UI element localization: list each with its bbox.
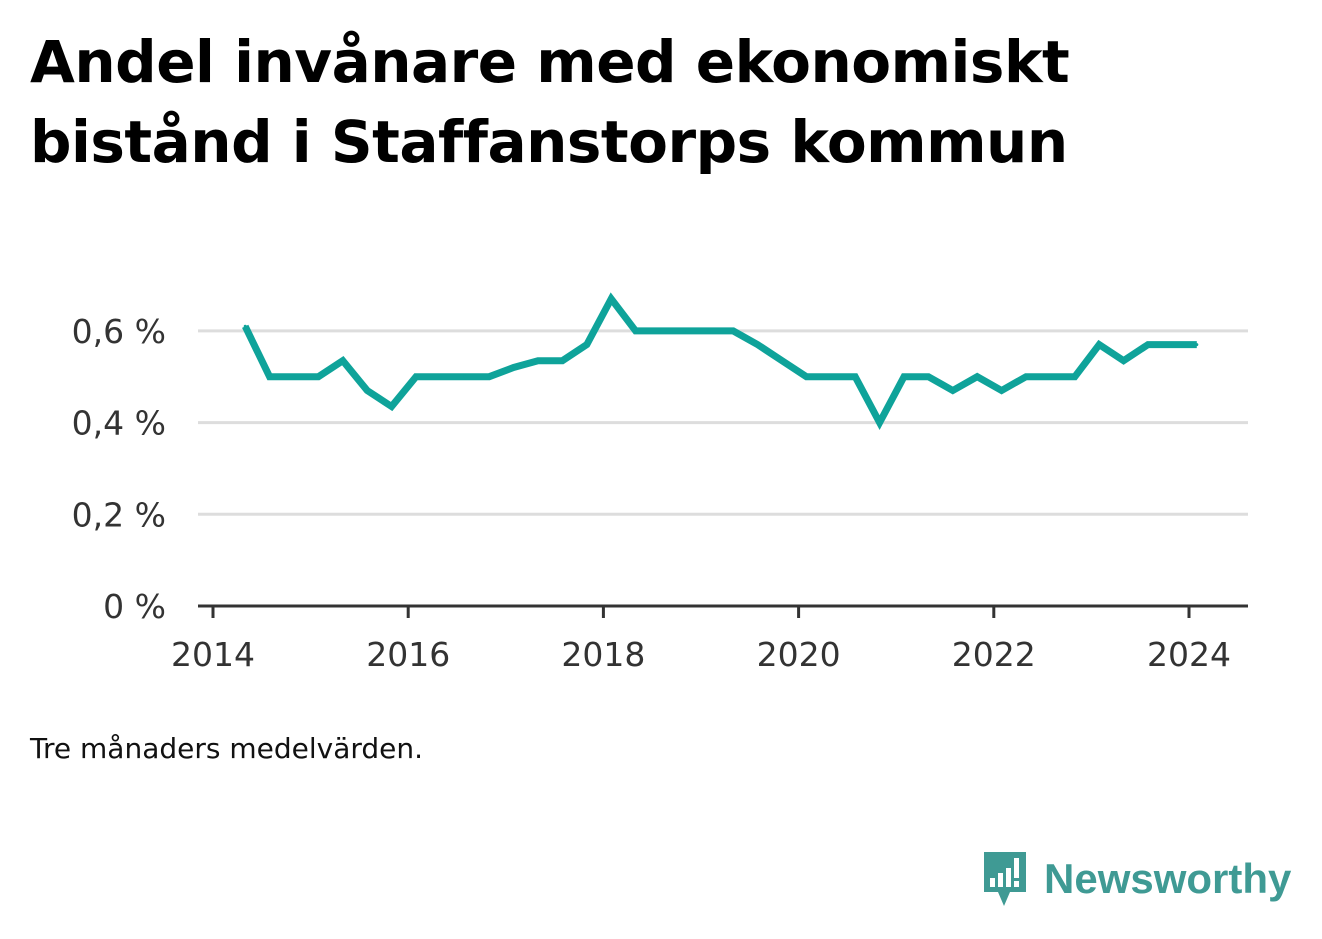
x-tick-label: 2020 [757,635,841,674]
data-point [365,388,369,392]
newsworthy-logo[interactable]: Newsworthy [980,846,1291,912]
data-point [1048,375,1052,379]
data-point [829,375,833,379]
data-point [951,388,955,392]
x-tick-label: 2018 [561,635,645,674]
data-point [609,297,613,301]
line-chart: 0 %0,2 %0,4 %0,6 % 2014 2016 2018 2020 2022 2… [72,292,1248,674]
newsworthy-logo-text: Newsworthy [1044,855,1292,902]
data-point [268,375,272,379]
data-point [341,359,345,363]
data-point [853,375,857,379]
data-point [1170,343,1174,347]
data-point [536,359,540,363]
data-point [634,329,638,333]
x-tick-label: 2024 [1147,635,1231,674]
series-group [242,292,1199,431]
data-point [682,329,686,333]
data-point [975,375,979,379]
data-point [878,421,882,425]
data-point [243,324,247,328]
x-tick-label: 2016 [366,635,450,674]
y-tick-label: 0,4 % [72,404,166,443]
y-axis: 0 % 0,2 % 0,4 % 0,6 % [72,312,166,626]
y-tick-label: 0,6 % [72,312,166,351]
y-tick-label: 0 % [103,587,166,626]
data-point [1073,375,1077,379]
data-point [1000,388,1004,392]
data-point [658,329,662,333]
data-point [414,375,418,379]
data-point [560,359,564,363]
data-point [707,329,711,333]
data-point [1122,359,1126,363]
data-point [1024,375,1028,379]
data-point [438,375,442,379]
data-point [731,329,735,333]
x-tick-label: 2014 [171,635,255,674]
data-point [1097,343,1101,347]
data-point [804,375,808,379]
data-point [780,359,784,363]
data-point [926,375,930,379]
x-tick-label: 2022 [952,635,1036,674]
data-point [1146,343,1150,347]
data-point [463,375,467,379]
series-line [242,292,1197,431]
y-tick-label: 0,2 % [72,495,166,534]
data-point [1195,343,1199,347]
data-point [585,343,589,347]
data-point [512,366,516,370]
x-axis: 2014 2016 2018 2020 2022 2024 [171,604,1248,674]
data-point [756,343,760,347]
data-point [487,375,491,379]
data-point [390,405,394,409]
data-point [902,375,906,379]
data-point [316,375,320,379]
chart-note: Tre månaders medelvärden. [30,732,424,765]
data-point [292,375,296,379]
chart-title: Andel invånare med ekonomiskt bistånd i … [30,28,1070,176]
newsworthy-logo-icon [984,852,1026,906]
